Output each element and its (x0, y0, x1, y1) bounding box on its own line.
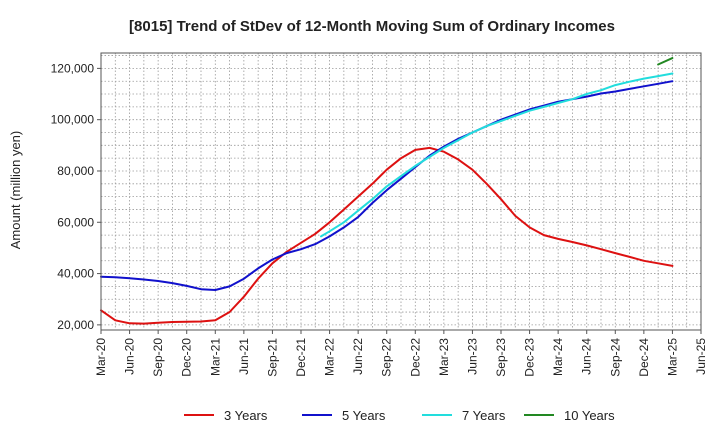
legend-label-10-years: 10 Years (564, 408, 615, 423)
x-tick-label: Dec-22 (408, 338, 422, 377)
x-tick-label: Jun-20 (123, 338, 137, 375)
y-tick-label: 100,000 (51, 113, 95, 127)
x-tick-label: Jun-22 (351, 338, 365, 375)
x-tick-label: Jun-25 (694, 338, 708, 375)
chart-title: [8015] Trend of StDev of 12-Month Moving… (129, 18, 615, 35)
x-tick-label: Sep-22 (380, 338, 394, 377)
y-tick-label: 80,000 (57, 164, 94, 178)
x-tick-label: Mar-22 (323, 338, 337, 376)
x-tick-label: Sep-23 (494, 338, 508, 377)
x-tick-label: Sep-20 (151, 338, 165, 377)
y-tick-label: 40,000 (57, 267, 94, 281)
plot-frame (100, 52, 702, 331)
x-tick-label: Mar-21 (208, 338, 222, 376)
series-line-7-years (320, 72, 674, 238)
x-tick-label: Jun-21 (237, 338, 251, 375)
legend-label-5-years: 5 Years (342, 408, 386, 423)
x-tick-label: Sep-24 (608, 338, 622, 377)
x-tick-label: Dec-21 (294, 338, 308, 377)
y-tick-label: 120,000 (51, 61, 95, 75)
legend-label-7-years: 7 Years (462, 408, 506, 423)
x-axis-ticks: Mar-20 Jun-20 Sep-20 Dec-20 Mar-21 Jun-21 Sep-… (94, 330, 708, 377)
x-tick-label: Dec-20 (180, 338, 194, 377)
series-lines (100, 57, 674, 325)
x-tick-label: Jun-23 (465, 338, 479, 375)
x-tick-label: Mar-25 (665, 338, 679, 376)
y-axis-ticks: 20,000 40,000 60,000 80,000 100,000 120,000 (51, 61, 101, 332)
x-tick-label: Dec-24 (637, 338, 651, 377)
x-tick-label: Dec-23 (523, 338, 537, 377)
series-line-10-years (657, 57, 674, 66)
x-tick-label: Jun-24 (580, 338, 594, 375)
y-tick-label: 60,000 (57, 215, 94, 229)
y-tick-label: 20,000 (57, 318, 94, 332)
x-tick-label: Mar-20 (94, 338, 108, 376)
x-tick-label: Mar-24 (551, 338, 565, 376)
legend: 3 Years 5 Years 7 Years 10 Years (184, 408, 615, 423)
x-tick-label: Sep-21 (265, 338, 279, 377)
series-line-3-years (100, 146, 674, 325)
legend-label-3-years: 3 Years (224, 408, 268, 423)
grid (100, 53, 702, 330)
x-tick-label: Mar-23 (437, 338, 451, 376)
y-axis-label: Amount (million yen) (8, 131, 23, 250)
